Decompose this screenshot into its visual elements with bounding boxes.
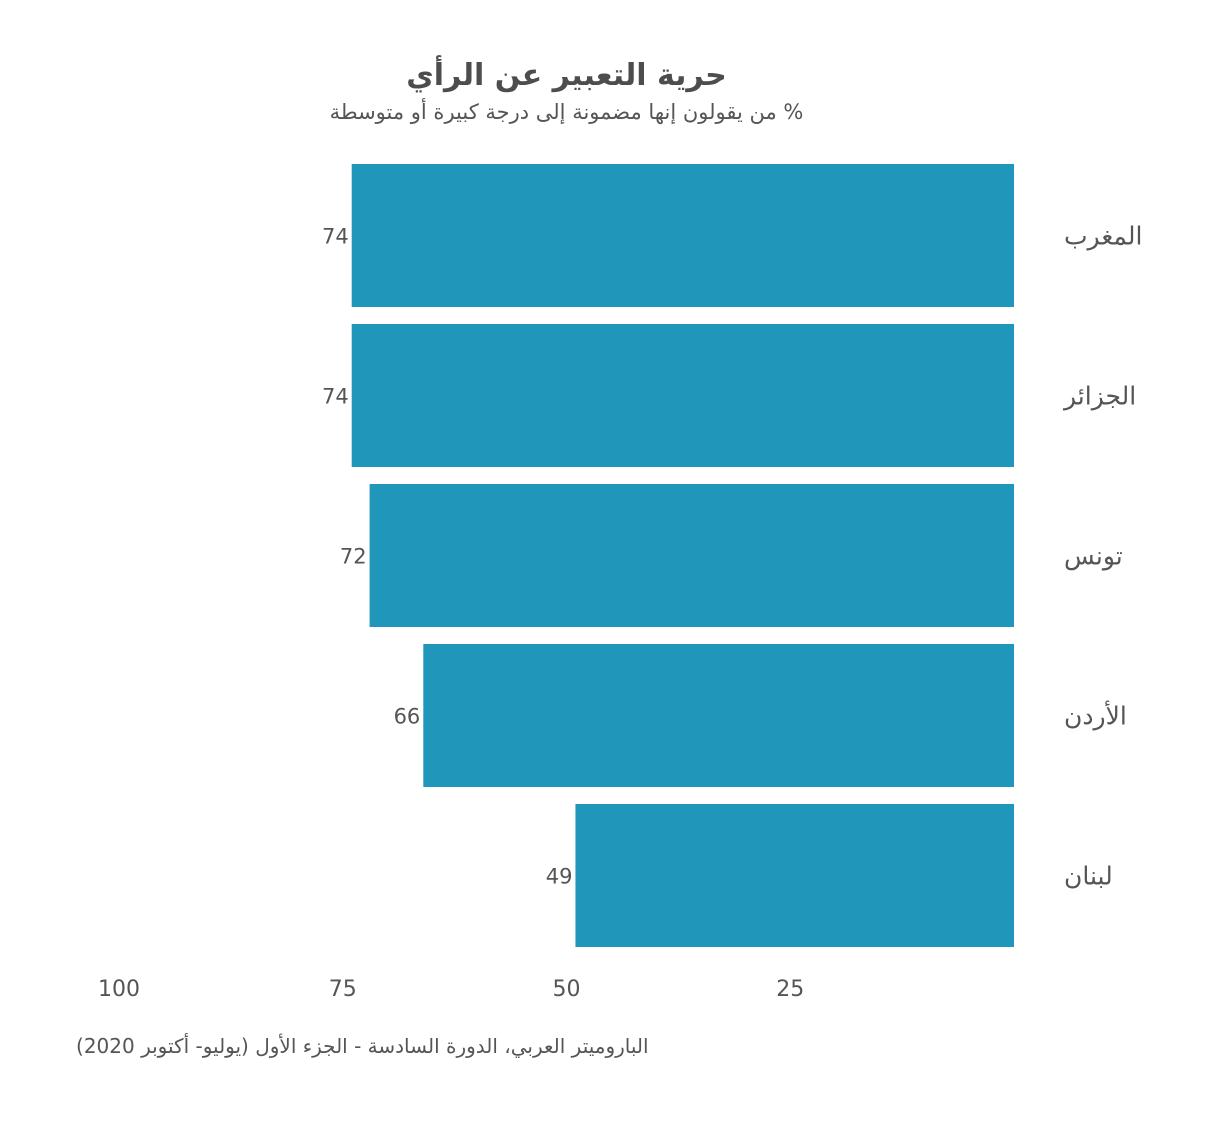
x-tick-label: 50 — [553, 977, 581, 1002]
data-label: 74 — [322, 225, 349, 249]
category-label: المغرب — [1064, 222, 1142, 251]
x-tick-label: 100 — [98, 977, 140, 1002]
data-label: 72 — [340, 545, 367, 569]
chart-title: حرية التعبير عن الرأي — [406, 58, 727, 93]
source-note: الباروميتر العربي، الدورة السادسة - الجز… — [76, 1034, 649, 1058]
data-label: 74 — [322, 385, 349, 409]
x-tick-label: 25 — [776, 977, 804, 1002]
bar-1 — [351, 324, 1014, 467]
category-label: الجزائر — [1062, 382, 1136, 411]
bar-0 — [351, 164, 1014, 307]
bar-4 — [575, 804, 1014, 947]
category-label: تونس — [1064, 542, 1123, 571]
x-tick-label: 75 — [329, 977, 357, 1002]
data-label: 49 — [546, 865, 573, 889]
category-label: لبنان — [1064, 862, 1113, 891]
chart-subtitle: % من يقولون إنها مضمونة إلى درجة كبيرة أ… — [329, 100, 804, 124]
bar-2 — [369, 484, 1015, 627]
bar-3 — [423, 644, 1014, 787]
data-label: 66 — [394, 705, 421, 729]
category-label: الأردن — [1064, 700, 1127, 731]
